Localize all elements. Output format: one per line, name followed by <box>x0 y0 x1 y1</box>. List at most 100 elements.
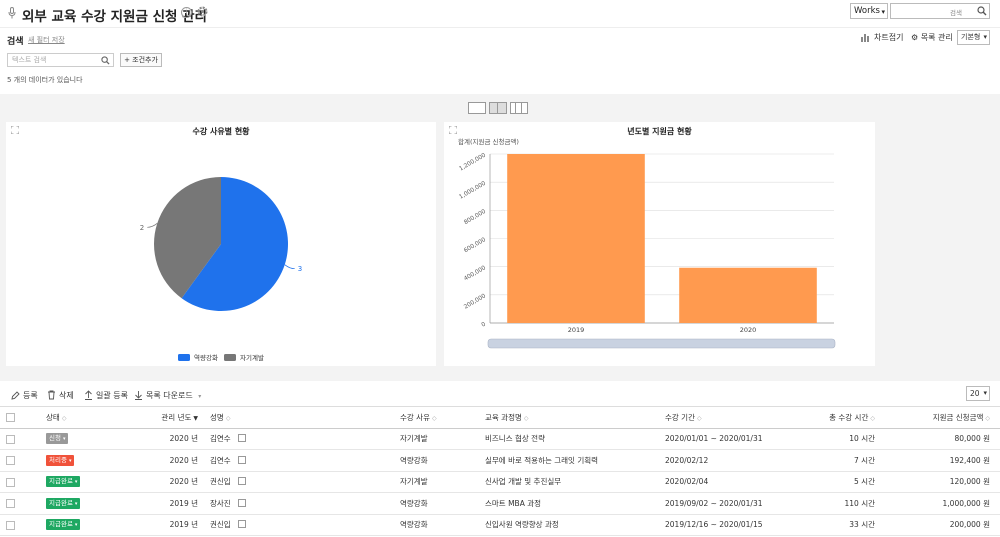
row-checkbox[interactable] <box>6 520 15 530</box>
cell-period: 2019/12/16 ~ 2020/01/15 <box>665 514 795 536</box>
pie-chart-panel: 수강 사유별 현황 3 2 역량강화 자기계발 <box>6 122 436 366</box>
pencil-icon <box>11 391 20 400</box>
column-header-reason[interactable]: 수강 사유 ◇ <box>400 406 485 429</box>
microphone-icon[interactable] <box>8 7 16 19</box>
column-header-hours[interactable]: 총 수강 시간 ◇ <box>795 406 885 429</box>
cell-reason: 자기계발 <box>400 471 485 493</box>
bar-chart-icon <box>861 34 869 42</box>
upload-icon <box>85 390 92 400</box>
status-badge[interactable]: 신청 ▾ <box>46 433 69 445</box>
document-link-icon[interactable] <box>237 520 246 529</box>
chevron-down-icon: ▾ <box>74 522 78 529</box>
table-row[interactable]: 지급완료 ▾ 2019 년 권신입 역량강화 신입사원 역량향상 과정 2019/12/16… <box>0 514 1000 536</box>
row-checkbox[interactable] <box>6 434 15 444</box>
status-badge[interactable]: 처리중 ▾ <box>46 454 75 466</box>
cell-course[interactable]: 비즈니스 협상 전략 <box>485 428 665 450</box>
status-badge-label: 지급완료 <box>49 498 73 507</box>
chevron-down-icon: ▾ <box>881 8 885 16</box>
layout-two-column-button[interactable] <box>489 102 507 114</box>
cell-name: 권신입 <box>210 520 231 530</box>
download-button[interactable]: 목록 다운로드 ▾ <box>134 390 201 401</box>
select-all-checkbox[interactable] <box>6 413 15 422</box>
info-icon[interactable]: i <box>181 7 192 18</box>
cell-reason: 역량강화 <box>400 449 485 472</box>
layout-three-column-button[interactable] <box>510 102 528 114</box>
column-header-year[interactable]: 관리 년도 ▼ <box>145 406 200 429</box>
column-header-course[interactable]: 교육 과정명 ◇ <box>485 406 665 429</box>
y-tick-label: 1,200,000 <box>458 152 487 172</box>
cell-period: 2020/02/04 <box>665 471 795 493</box>
row-checkbox[interactable] <box>6 456 15 465</box>
chevron-down-icon: ▾ <box>74 479 78 486</box>
column-header-status[interactable]: 상태 ◇ <box>40 406 145 429</box>
search-icon[interactable] <box>977 6 987 16</box>
range-slider[interactable] <box>487 338 836 349</box>
result-count: 5 개의 데이터가 있습니다 <box>7 76 83 84</box>
column-header-period[interactable]: 수강 기간 ◇ <box>665 406 795 429</box>
text-search-placeholder: 텍스트 검색 <box>12 56 47 64</box>
bulk-register-label: 일괄 등록 <box>96 391 128 400</box>
pie-leader-line <box>147 223 158 228</box>
gear-icon[interactable] <box>196 5 209 18</box>
cell-course[interactable]: 신입사원 역량향상 과정 <box>485 514 665 536</box>
status-badge[interactable]: 지급완료 ▾ <box>46 497 81 509</box>
cell-hours: 10 시간 <box>795 428 885 450</box>
cell-course[interactable]: 실무에 바로 적용하는 그래잇 기획력 <box>485 449 665 472</box>
cell-reason: 역량강화 <box>400 514 485 536</box>
table-row[interactable]: 처리중 ▾ 2020 년 김연수 역량강화 실무에 바로 적용하는 그래잇 기획력 2020… <box>0 449 1000 472</box>
legend-label[interactable]: 역량강화 <box>194 353 218 362</box>
pie-chart: 3 2 역량강화 자기계발 <box>140 177 302 362</box>
document-link-icon[interactable] <box>237 477 246 486</box>
cell-reason: 역량강화 <box>400 492 485 515</box>
global-search-input[interactable]: 검색 <box>890 3 990 19</box>
status-badge-label: 지급완료 <box>49 520 73 529</box>
legend-swatch-capacity <box>178 354 190 361</box>
document-link-icon[interactable] <box>237 498 246 507</box>
page-size-select[interactable]: 20 ▾ <box>966 386 990 401</box>
cell-name: 장사진 <box>210 498 231 508</box>
table-row[interactable]: 신청 ▾ 2020 년 김연수 자기계발 비즈니스 협상 전략 2020/01/01 ~ 2… <box>0 428 1000 450</box>
cell-year: 2020 년 <box>145 449 200 472</box>
chevron-down-icon: ▾ <box>62 436 66 443</box>
layout-single-button[interactable] <box>468 102 486 114</box>
status-badge[interactable]: 지급완료 ▾ <box>46 519 81 531</box>
page-title: 외부 교육 수강 지원금 신청 관리 <box>22 9 207 25</box>
cell-period: 2020/01/01 ~ 2020/01/31 <box>665 428 795 450</box>
table-row[interactable]: 지급완료 ▾ 2019 년 장사진 역량강화 스마트 MBA 과정 2019/09/02 ~… <box>0 492 1000 515</box>
save-new-filter-link[interactable]: 새 필터 저장 <box>28 36 65 44</box>
bar-2020[interactable] <box>679 267 817 323</box>
table-row[interactable]: 지급완료 ▾ 2020 년 권신입 자기계발 신사업 개발 및 추진실무 2020/02/0… <box>0 471 1000 493</box>
status-badge[interactable]: 지급완료 ▾ <box>46 476 81 488</box>
cell-name: 김연수 <box>210 455 231 465</box>
cell-course[interactable]: 신사업 개발 및 추진실무 <box>485 471 665 493</box>
pie-slice-capacity[interactable] <box>181 177 288 311</box>
text-search-input[interactable]: 텍스트 검색 <box>7 53 114 67</box>
bulk-register-button[interactable]: 일괄 등록 <box>84 390 128 401</box>
legend-swatch-self-development <box>224 354 236 361</box>
y-tick-label: 600,000 <box>463 237 487 254</box>
register-button[interactable]: 등록 <box>11 390 38 401</box>
add-condition-button[interactable]: + 조건추가 <box>120 53 162 67</box>
table-header-row: 상태 ◇ 관리 년도 ▼ 성명 ◇ 수강 사유 ◇ 교육 과정명 ◇ 수강 기간 ◇ 총 수… <box>0 406 1000 429</box>
delete-button[interactable]: 삭제 <box>47 390 74 401</box>
bar-chart-panel: 년도별 지원금 현황 합계(지원금 신청금액) 1,200,000 1,000,… <box>444 122 875 366</box>
scope-select[interactable]: Works ▾ <box>850 3 888 19</box>
document-link-icon[interactable] <box>237 455 246 464</box>
cell-hours: 110 시간 <box>795 492 885 515</box>
view-mode-select[interactable]: 기본형 ▾ <box>957 30 990 45</box>
chart-fold-button[interactable]: 차트접기 <box>860 32 903 43</box>
column-header-amount[interactable]: 지원금 신청금액 ◇ <box>885 406 1000 429</box>
legend-label[interactable]: 자기계발 <box>240 353 264 362</box>
search-icon[interactable] <box>101 56 110 65</box>
list-manage-button[interactable]: ⚙ 목록 관리 <box>911 32 953 43</box>
pie-slice-self-development[interactable] <box>154 177 221 299</box>
column-header-name[interactable]: 성명 ◇ <box>200 406 400 429</box>
row-checkbox[interactable] <box>6 477 15 487</box>
cell-course[interactable]: 스마트 MBA 과정 <box>485 492 665 515</box>
bar-2019[interactable] <box>507 154 645 323</box>
register-label: 등록 <box>23 391 38 400</box>
cell-year: 2019 년 <box>145 492 200 515</box>
document-link-icon[interactable] <box>237 434 246 443</box>
list-toolbar: 등록 삭제 일괄 등록 목록 다운로드 ▾ <box>0 385 1000 405</box>
row-checkbox[interactable] <box>6 499 15 508</box>
